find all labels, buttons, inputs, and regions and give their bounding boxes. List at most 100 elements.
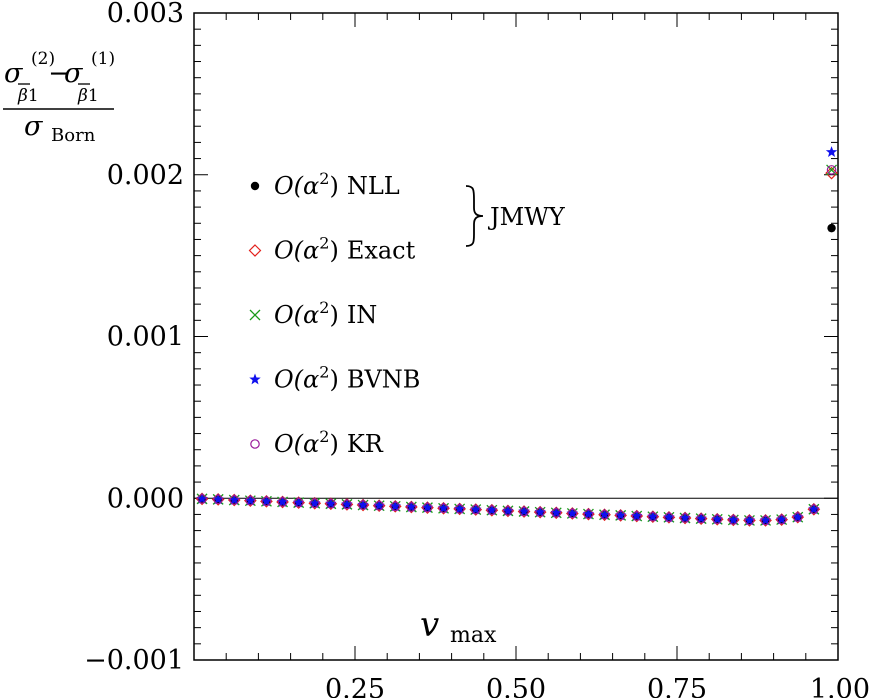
data-point-group xyxy=(211,493,225,506)
data-point-kr xyxy=(728,515,739,525)
data-point-group xyxy=(710,512,724,526)
data-point-group xyxy=(614,509,627,522)
data-point-kr xyxy=(712,514,723,525)
data-point-group xyxy=(743,514,756,527)
legend-order-sup: 2 xyxy=(319,427,329,446)
legend-marker-exact-icon xyxy=(248,244,262,257)
data-point-group xyxy=(517,505,531,518)
legend-order-sup: 2 xyxy=(319,169,329,188)
curly-brace-icon xyxy=(465,185,484,247)
data-point-kr xyxy=(583,509,594,519)
plot-border xyxy=(193,12,839,661)
data-point-kr xyxy=(503,506,513,516)
tick-labels: −0.001 0.000 0.001 0.002 0.003 0.25 0.50 0.75 1.… xyxy=(84,0,870,698)
data-point-kr xyxy=(454,504,465,514)
data-point-bvnb xyxy=(743,514,756,526)
data-point-bvnb xyxy=(502,504,514,516)
legend-label: O(α2) KR xyxy=(274,427,384,458)
data-point-group xyxy=(678,511,692,525)
ylabel-num-right-symbol: σ xyxy=(64,58,84,89)
data-point-bvnb xyxy=(405,500,418,512)
data-point-group xyxy=(807,502,821,516)
data-point-bvnb xyxy=(453,502,466,514)
legend-marker-in-icon xyxy=(249,309,261,321)
data-point-bvnb xyxy=(614,509,627,521)
data-point-bvnb xyxy=(276,495,289,507)
data-point-bvnb xyxy=(727,513,740,525)
data-point-kr xyxy=(245,495,256,506)
data-point-bvnb xyxy=(631,510,643,521)
data-point-bvnb xyxy=(292,496,305,508)
data-point-kr xyxy=(599,509,610,520)
legend-label: O(α2) IN xyxy=(274,298,377,329)
legend-order-suffix: ) xyxy=(329,172,338,200)
ylabel-num-left-beta: β xyxy=(17,86,28,106)
legend-order-sup: 2 xyxy=(319,363,329,382)
data-point-kr xyxy=(615,510,626,521)
svg-text:σ (2): σ (2) xyxy=(4,49,55,89)
legend-group-label: JMWY xyxy=(487,203,566,231)
legend-order-prefix: O(α xyxy=(274,172,319,200)
data-point-bvnb xyxy=(341,498,353,510)
data-point-group xyxy=(549,506,563,520)
ylabel-den-symbol: σ xyxy=(24,111,44,142)
data-point-group xyxy=(566,507,579,520)
data-point-kr xyxy=(197,494,207,504)
data-point-bvnb xyxy=(196,492,208,504)
ylabel-num-right-idx: 1 xyxy=(88,86,99,106)
legend-marker-kr-icon xyxy=(250,439,260,449)
data-point-group xyxy=(501,504,515,518)
y-tick-label: 0.000 xyxy=(107,483,184,514)
data-point-group xyxy=(421,501,434,514)
ylabel-num-left-sup: (2) xyxy=(31,49,55,69)
data-point-kr xyxy=(390,501,401,512)
data-point-bvnb xyxy=(486,504,498,516)
legend-label: O(α2) BVNB xyxy=(274,363,420,394)
data-point-group xyxy=(469,503,483,516)
data-point-group xyxy=(485,503,499,517)
data-point-kr xyxy=(374,500,384,511)
data-point-kr xyxy=(696,513,706,524)
data-point-bvnb xyxy=(228,494,240,505)
data-point-bvnb xyxy=(421,501,434,513)
data-point-kr xyxy=(342,499,352,510)
data-point-group xyxy=(630,509,644,523)
data-point-kr xyxy=(760,515,771,526)
legend-series-name: Exact xyxy=(347,237,416,265)
data-point-kr xyxy=(438,503,449,514)
legend-item-in: O(α2) IN xyxy=(249,298,377,329)
data-point-bvnb xyxy=(212,493,224,505)
ylabel-num-left-idx: 1 xyxy=(28,86,39,106)
ylabel-den-sub: Born xyxy=(51,125,96,146)
legend-order-prefix: O(α xyxy=(274,430,319,458)
legend-label: O(α2) NLL xyxy=(274,169,400,200)
data-point-group xyxy=(276,495,289,509)
ylabel-num-right-beta: β xyxy=(77,86,88,106)
data-point-kr xyxy=(358,500,368,510)
legend-item-kr: O(α2) KR xyxy=(250,427,384,458)
svg-text:σ (1): σ (1) xyxy=(64,49,115,89)
ylabel-num-right-sub: β1 xyxy=(77,86,99,106)
ylabel-num-right-sup: (1) xyxy=(91,49,115,69)
data-point-group xyxy=(694,512,708,525)
data-point-bvnb xyxy=(582,508,595,519)
data-point-group xyxy=(598,508,611,522)
data-point-kr xyxy=(792,512,803,522)
data-point-bvnb xyxy=(244,494,257,506)
endpoint-point-in xyxy=(826,164,838,176)
data-point-group xyxy=(195,492,209,506)
data-point-group xyxy=(775,513,788,526)
legend-order-suffix: ) xyxy=(329,366,338,394)
data-point-kr xyxy=(277,497,288,507)
x-tick-label: 0.50 xyxy=(486,674,546,698)
y-tick-label: 0.003 xyxy=(107,0,184,29)
data-point-kr xyxy=(519,506,529,517)
data-point-group xyxy=(646,510,660,524)
legend-order-sup: 2 xyxy=(319,234,329,253)
data-point-kr xyxy=(422,502,433,513)
ylabel-num-left-sub: β1 xyxy=(17,86,39,106)
data-point-group xyxy=(453,502,466,516)
data-point-kr xyxy=(535,507,545,517)
data-point-group xyxy=(662,510,676,524)
xlabel-main: v xyxy=(420,605,439,645)
